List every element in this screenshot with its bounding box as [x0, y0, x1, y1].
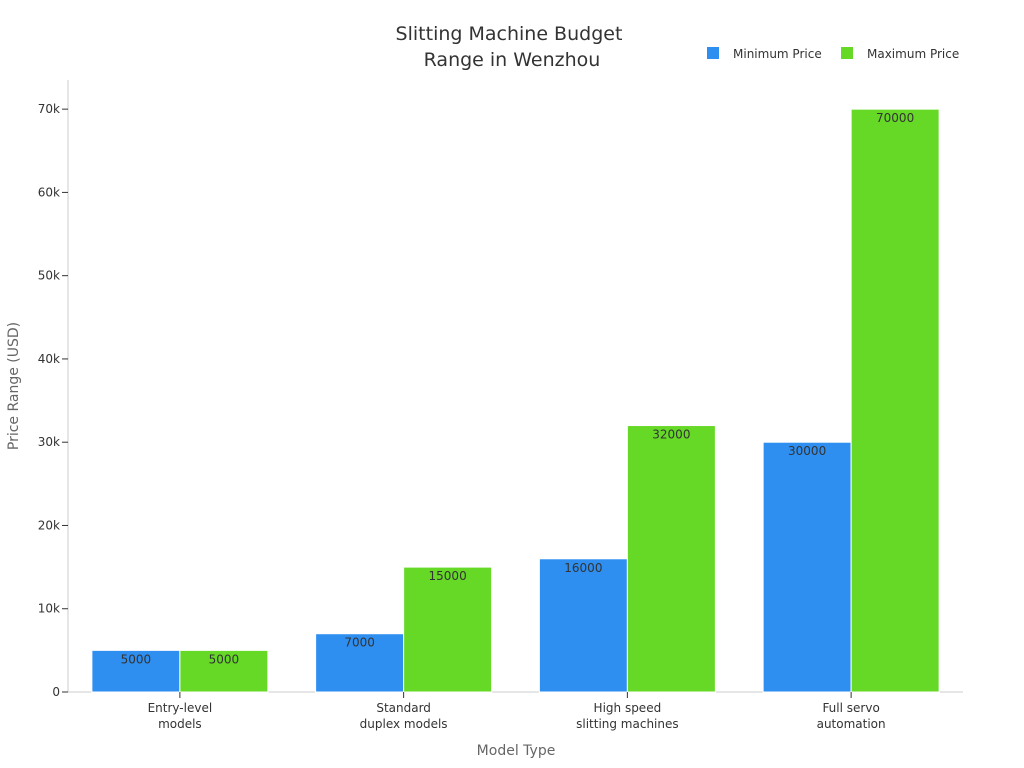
chart-title: Slitting Machine Budget Range in Wenzhou [396, 23, 629, 71]
x-tick-label-line: Entry-level [148, 701, 213, 715]
legend: Minimum Price Maximum Price [707, 47, 959, 61]
x-tick-label: Entry-level models [148, 701, 213, 731]
bar-data-label: 7000 [344, 636, 375, 650]
chart-title-line-2: Range in Wenzhou [424, 49, 601, 71]
bar-data-label: 5000 [209, 652, 240, 666]
legend-label: Minimum Price [733, 47, 822, 61]
bar-maximum-price [403, 566, 493, 693]
bar-data-label: 16000 [564, 561, 602, 575]
y-tick-label: 20k [38, 518, 60, 532]
bar-data-label: 5000 [121, 652, 152, 666]
x-tick-label: Standard duplex models [360, 701, 448, 731]
bar-maximum-price [179, 649, 269, 693]
y-tick-label: 60k [38, 185, 60, 199]
legend-label: Maximum Price [867, 47, 959, 61]
y-tick-label: 50k [38, 269, 60, 283]
y-tick-label: 0 [52, 685, 60, 699]
y-tick-label: 40k [38, 352, 60, 366]
bar-maximum-price [850, 108, 940, 693]
x-axis-title: Model Type [477, 743, 556, 759]
x-tick-label-line: automation [817, 717, 886, 731]
bar-minimum-price [538, 558, 628, 693]
plot-area: 0 10k 20k 30k 40k 50k 60k 70k 5000 5000 Entry-leve… [38, 80, 963, 731]
x-tick-label-line: Full servo [822, 701, 879, 715]
x-tick-label: Full servo automation [817, 701, 886, 731]
bar-data-label: 70000 [876, 111, 914, 125]
chart-title-line-1: Slitting Machine Budget [396, 23, 623, 45]
bar-maximum-price [626, 425, 716, 693]
y-tick-label: 30k [38, 435, 60, 449]
x-tick-label: High speed slitting machines [576, 701, 679, 731]
x-tick-label-line: duplex models [360, 717, 448, 731]
x-tick-label-line: slitting machines [576, 717, 679, 731]
x-tick-label-line: models [158, 717, 202, 731]
y-tick-label: 10k [38, 602, 60, 616]
bar-data-label: 32000 [652, 428, 690, 442]
y-axis-title: Price Range (USD) [6, 322, 22, 450]
x-tick-label-line: Standard [376, 701, 431, 715]
legend-swatch [841, 47, 853, 59]
legend-swatch [707, 47, 719, 59]
bar-minimum-price [762, 441, 852, 693]
bar-data-label: 15000 [429, 569, 467, 583]
x-tick-label-line: High speed [594, 701, 662, 715]
y-tick-label: 70k [38, 102, 60, 116]
bar-data-label: 30000 [788, 444, 826, 458]
